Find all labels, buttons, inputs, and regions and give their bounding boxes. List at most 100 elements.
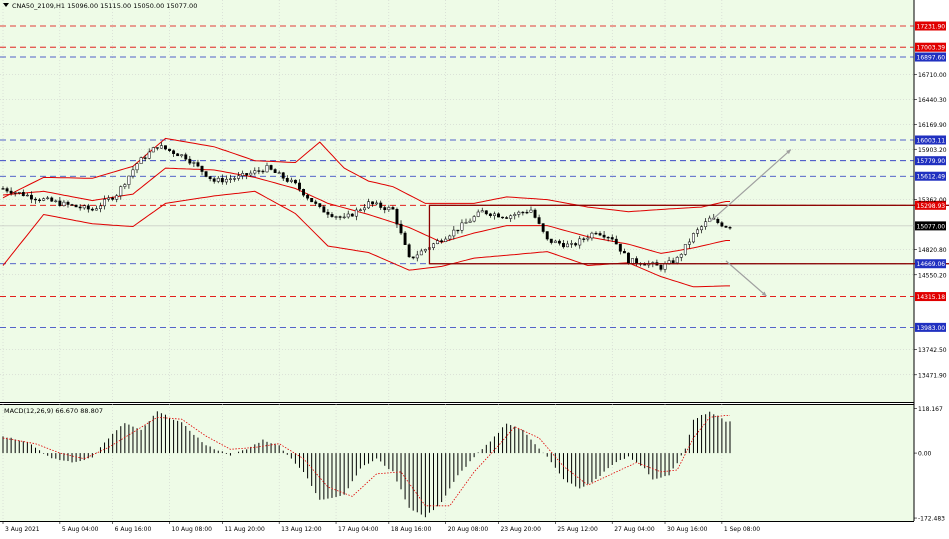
candle-body xyxy=(289,179,293,182)
candle-body xyxy=(34,198,37,201)
candle-body xyxy=(5,188,9,192)
candle-body xyxy=(383,207,387,211)
x-tick-label: 13 Aug 12:00 xyxy=(281,526,322,533)
candle-body xyxy=(330,214,334,217)
arrow-head-icon xyxy=(761,291,767,297)
candle-body xyxy=(423,249,427,252)
candle-body xyxy=(367,201,370,209)
candle-body xyxy=(196,162,200,167)
down-arrow-line xyxy=(725,260,767,297)
level-badge xyxy=(915,292,946,302)
candle-body xyxy=(253,170,257,174)
candle-body xyxy=(228,178,232,180)
candle-body xyxy=(318,203,322,207)
level-badge xyxy=(915,200,946,210)
candle-body xyxy=(334,216,338,218)
candle-body xyxy=(411,256,415,259)
level-label: 15779.90 xyxy=(917,158,946,165)
candle-body xyxy=(679,254,683,258)
annotations xyxy=(428,149,949,297)
candle-body xyxy=(566,243,569,248)
current-price-badge xyxy=(915,221,946,231)
candle-body xyxy=(233,178,236,180)
candle-body xyxy=(82,205,86,209)
level-label: 14669.06 xyxy=(917,261,946,268)
candle-body xyxy=(9,190,13,194)
candle-body xyxy=(322,206,326,213)
candle-body xyxy=(631,258,634,264)
candle-body xyxy=(269,165,273,170)
x-tick-label: 10 Aug 08:00 xyxy=(172,526,213,533)
candle-body xyxy=(29,194,33,200)
range-box xyxy=(428,204,949,265)
level-badge xyxy=(915,135,946,145)
level-label: 17231.90 xyxy=(917,24,946,31)
candle-body xyxy=(618,243,622,252)
candle-body xyxy=(687,241,691,245)
candle-body xyxy=(50,197,54,202)
candle-body xyxy=(245,173,249,176)
macd-signal-line xyxy=(2,415,730,507)
level-label: 13983.00 xyxy=(917,325,946,332)
candle-body xyxy=(54,200,58,202)
candle-body xyxy=(159,145,163,149)
candle-body xyxy=(696,229,699,234)
candle-body xyxy=(265,165,269,173)
candle-body xyxy=(237,175,241,179)
candle-body xyxy=(472,216,476,222)
candle-body xyxy=(38,199,42,201)
y-tick-label: 16710.00 xyxy=(918,72,947,79)
candle-body xyxy=(241,173,245,177)
candle-body xyxy=(298,182,301,190)
candle-body xyxy=(326,211,330,215)
candle-body xyxy=(123,184,127,187)
candle-body xyxy=(99,205,102,209)
candle-body xyxy=(700,226,704,231)
candle-body xyxy=(720,222,724,227)
candle-body xyxy=(675,257,679,264)
x-tick-label: 23 Aug 20:00 xyxy=(500,526,541,533)
candle-body xyxy=(436,240,440,245)
candle-body xyxy=(724,225,728,228)
candle-body xyxy=(25,194,29,197)
macd-y-tick-label: 0.00 xyxy=(918,451,932,458)
candle-body xyxy=(460,222,464,231)
candle-body xyxy=(549,238,553,243)
candle-body xyxy=(488,213,492,216)
candle-body xyxy=(164,145,167,150)
candle-body xyxy=(492,213,496,216)
candle-body xyxy=(338,216,342,218)
candle-body xyxy=(594,232,598,235)
collapse-triangle-icon[interactable] xyxy=(3,3,9,7)
candle-body xyxy=(257,170,261,172)
candle-body xyxy=(456,229,460,232)
candle-body xyxy=(224,178,228,183)
candle-body xyxy=(62,201,66,206)
price-panel xyxy=(0,0,914,402)
arrow-head-icon xyxy=(786,149,791,155)
candle-body xyxy=(261,170,265,173)
candle-body xyxy=(176,153,180,157)
candle-body xyxy=(610,237,614,240)
candle-body xyxy=(94,208,98,211)
y-tick-label: 14820.80 xyxy=(918,247,947,254)
candle-body xyxy=(716,218,720,223)
candle-body xyxy=(346,213,350,218)
candle-body xyxy=(598,233,602,236)
y-tick-label: 14550.20 xyxy=(918,272,947,279)
x-tick-label: 30 Aug 16:00 xyxy=(667,526,708,533)
candle-body xyxy=(86,205,90,210)
candle-body xyxy=(578,238,582,246)
x-tick-label: 5 Aug 04:00 xyxy=(62,526,99,533)
candle-body xyxy=(691,233,695,243)
candle-body xyxy=(533,209,537,218)
candle-body xyxy=(168,148,171,151)
candle-body xyxy=(432,243,435,248)
macd-y-tick-label: 118.167 xyxy=(918,406,943,413)
candle-body xyxy=(249,172,253,176)
candle-body xyxy=(115,195,119,200)
bollinger-upper-line xyxy=(2,137,730,213)
level-badge xyxy=(915,171,946,181)
candle-body xyxy=(391,207,395,210)
